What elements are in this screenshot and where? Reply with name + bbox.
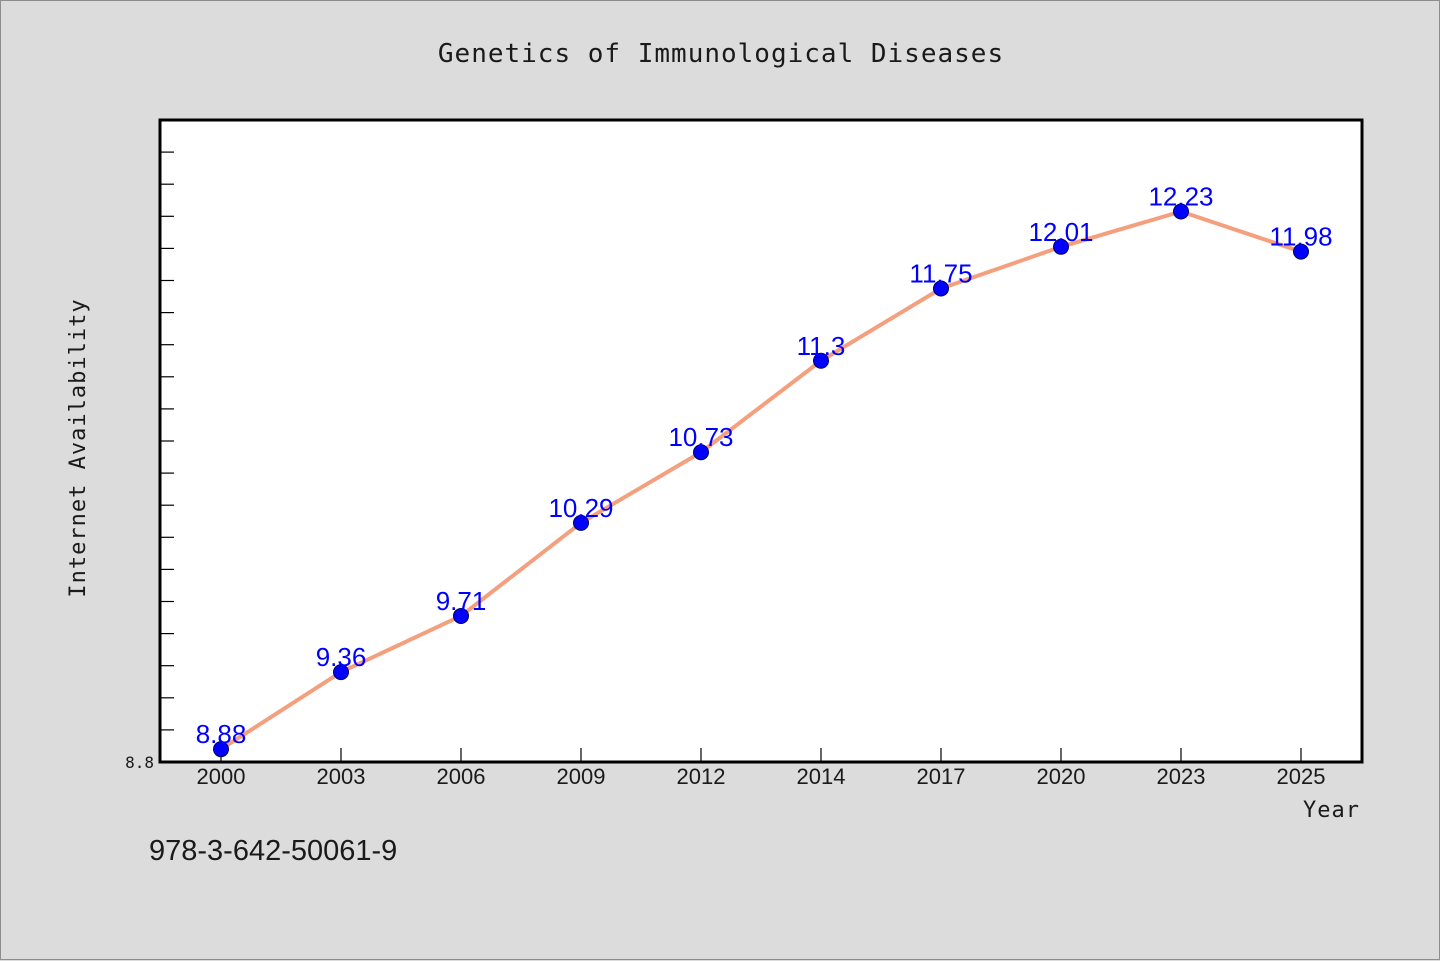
data-label: 11.3: [797, 331, 846, 361]
series-line: [219, 209, 1302, 751]
x-tick-label: 2003: [317, 764, 366, 789]
x-tick-label: 2000: [197, 764, 246, 789]
data-point: [453, 607, 469, 624]
data-point: [213, 741, 229, 758]
y-axis-label: Internet Availability: [66, 298, 91, 597]
x-axis-tick-labels: 2000 2003 2006 2009 2012 2014 2017 2020 2023 2025: [197, 764, 1326, 789]
data-label: 8.88: [196, 719, 247, 749]
data-label: 12.01: [1028, 217, 1093, 247]
plot-area: [158, 118, 1364, 764]
data-point: [1053, 238, 1069, 255]
x-axis-label: Year: [1303, 798, 1360, 823]
data-label: 12.23: [1148, 181, 1213, 211]
data-point: [333, 664, 349, 681]
y-tick-label: 8.8: [125, 753, 154, 772]
y-axis-minor-ticks: [160, 151, 174, 731]
data-label: 11.98: [1269, 222, 1332, 252]
x-tick-label: 2014: [797, 764, 846, 789]
x-tick-label: 2025: [1277, 764, 1326, 789]
data-label: 9.36: [316, 642, 367, 672]
data-point: [1173, 203, 1189, 220]
data-label: 10.29: [548, 493, 613, 523]
markers-layer: [213, 203, 1309, 758]
x-tick-label: 2017: [917, 764, 966, 789]
x-tick-label: 2020: [1037, 764, 1086, 789]
x-tick-label: 2009: [557, 764, 606, 789]
x-tick-label: 2023: [1157, 764, 1206, 789]
y-axis-tick-labels: 8.8: [125, 753, 154, 772]
x-tick-label: 2006: [437, 764, 486, 789]
data-point: [573, 514, 589, 531]
chart-title: Genetics of Immunological Diseases: [438, 39, 1004, 69]
data-label: 9.71: [436, 586, 487, 616]
data-label: 10.73: [668, 422, 733, 452]
series-layer: [219, 209, 1302, 751]
data-point: [1293, 243, 1309, 260]
data-label: 11.75: [909, 259, 972, 289]
data-labels-layer: 8.88 9.36 9.71 10.29 10.73 11.3 11.75 12.01 12.2…: [196, 181, 1333, 749]
data-point: [813, 352, 829, 369]
data-point: [933, 280, 949, 297]
data-point: [693, 444, 709, 461]
isbn-footnote: 978-3-642-50061-9: [149, 835, 398, 867]
x-tick-label: 2012: [677, 764, 726, 789]
x-axis-ticks: [220, 748, 1302, 762]
